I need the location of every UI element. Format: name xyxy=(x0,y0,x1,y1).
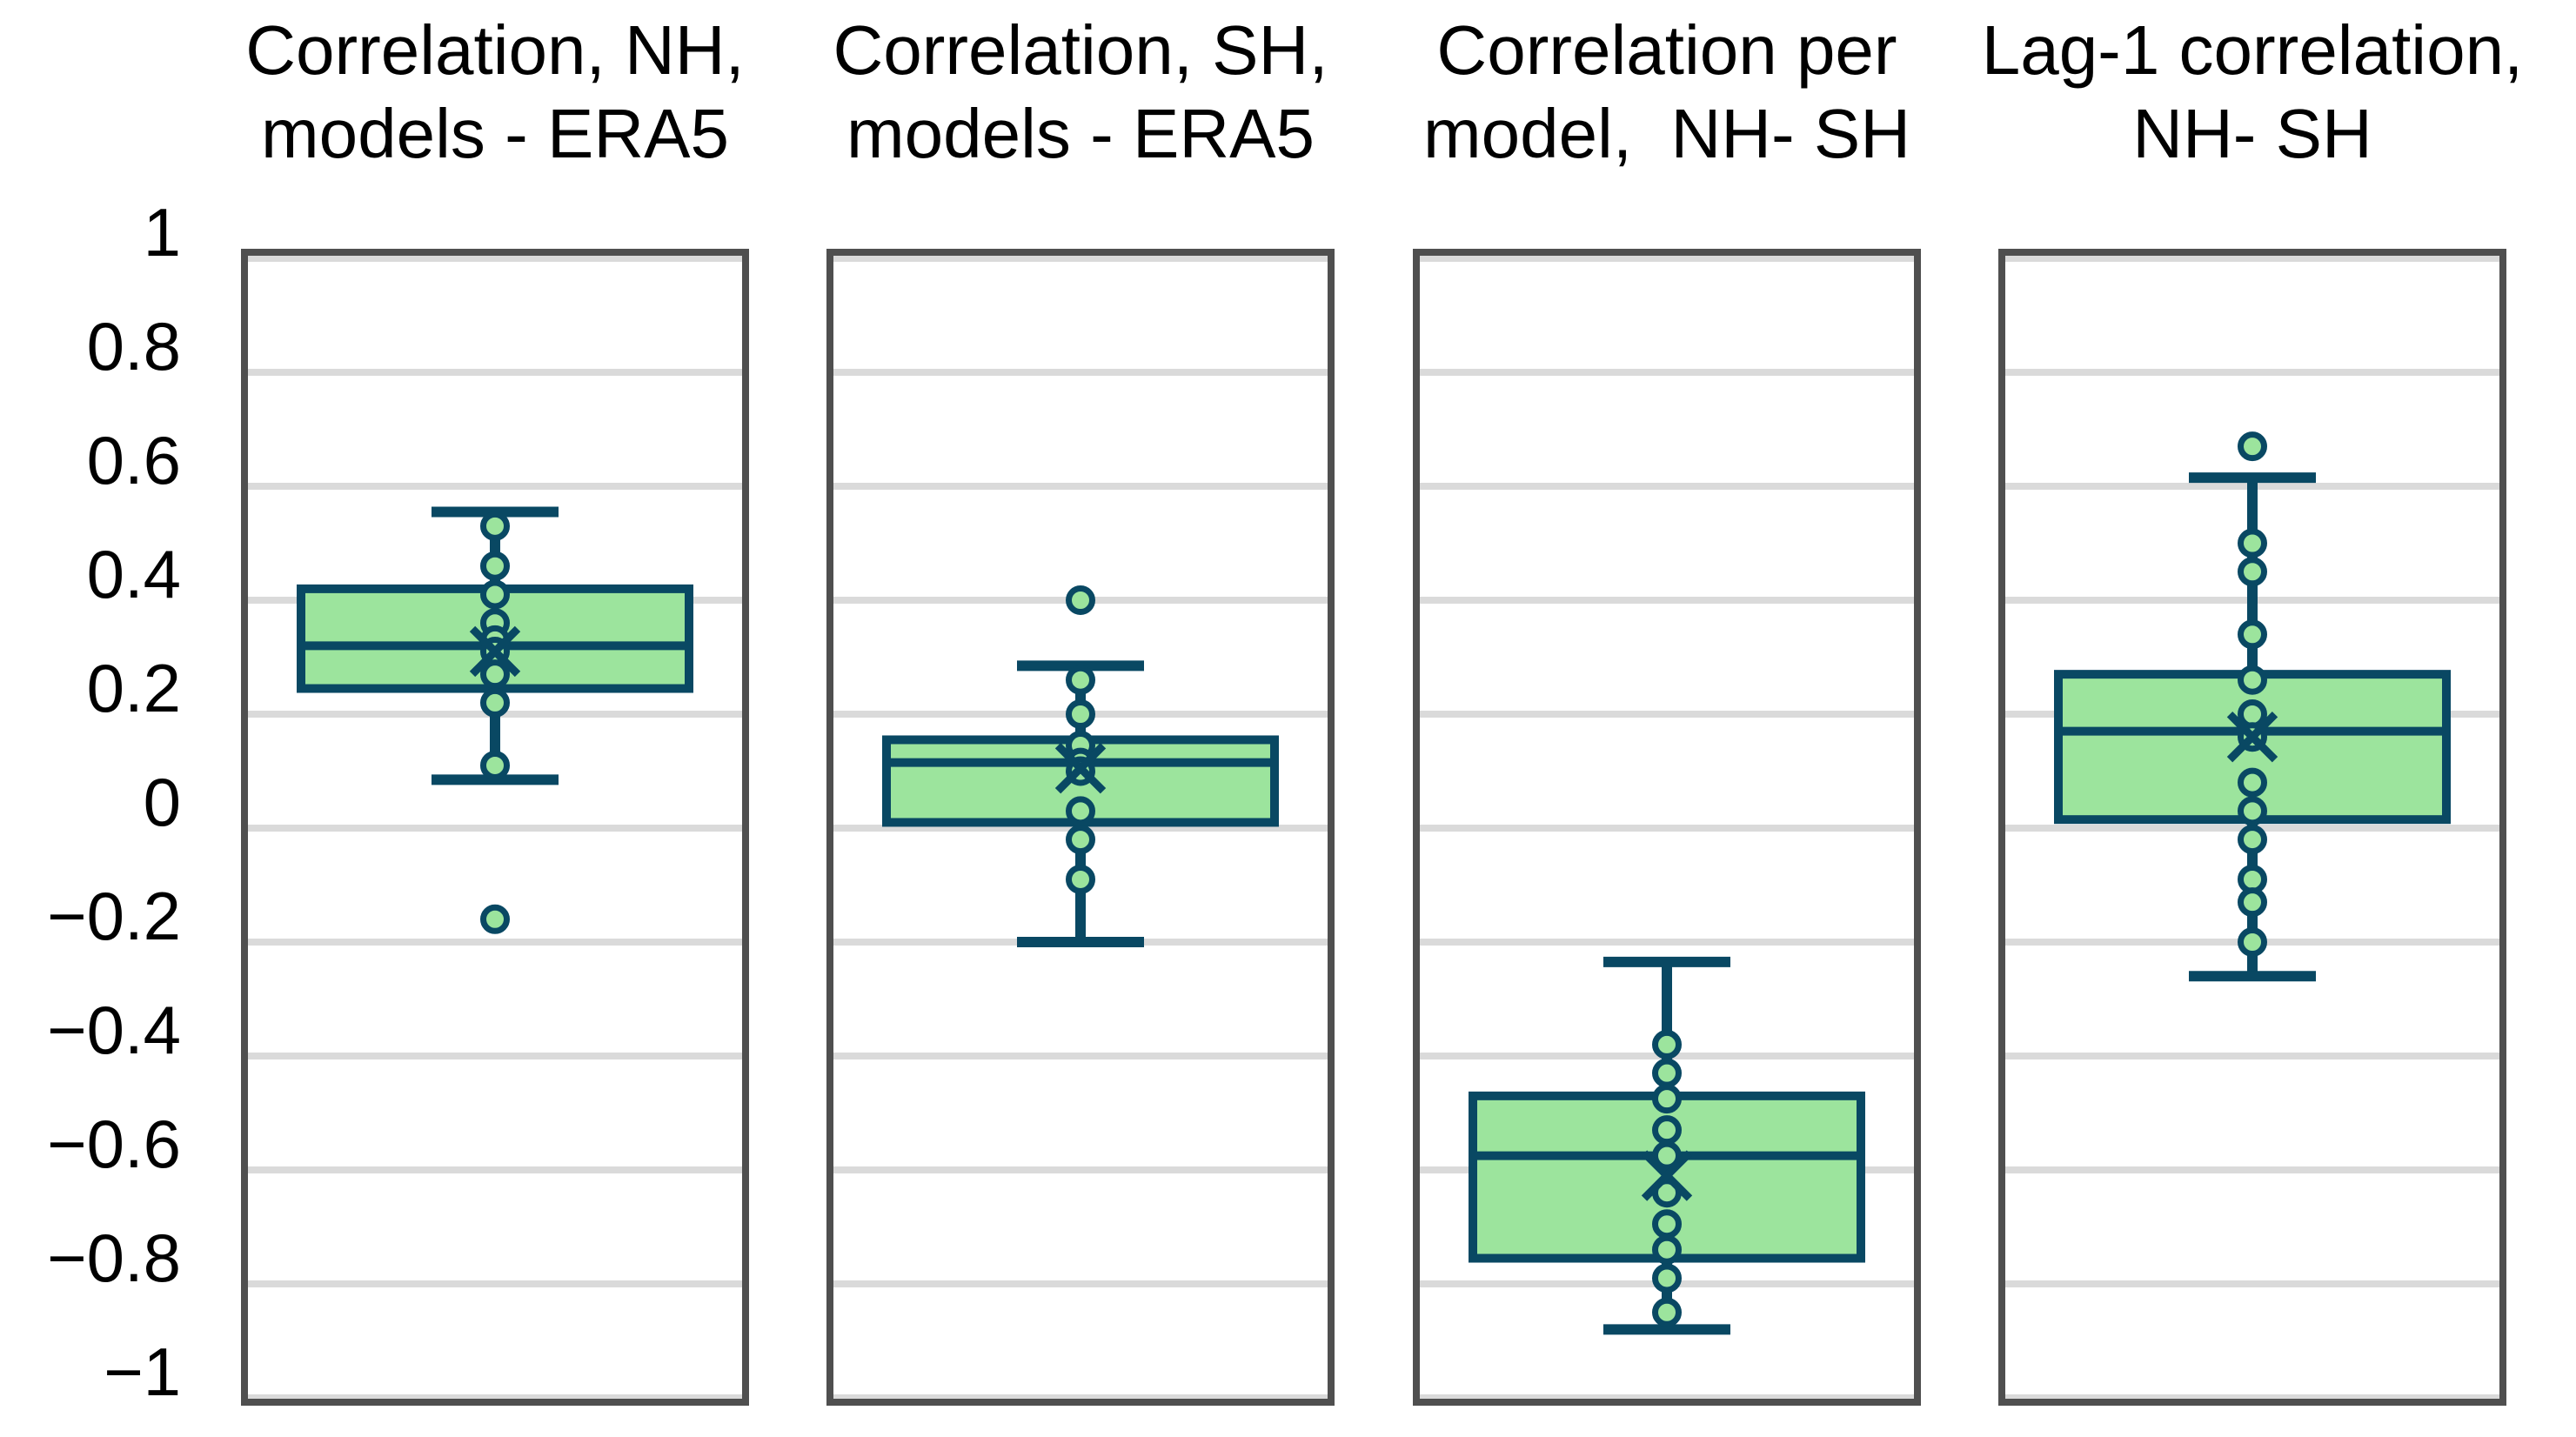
data-point xyxy=(480,511,510,541)
mean-x-stroke xyxy=(2226,712,2278,763)
data-point xyxy=(2238,619,2267,650)
data-point xyxy=(2238,927,2267,957)
data-point xyxy=(2238,557,2267,587)
panel-title-line: NH- SH xyxy=(2132,95,2372,172)
panel-2-title: Correlation, SH, models - ERA5 xyxy=(689,9,1472,176)
boxplot-panel-2 xyxy=(826,249,1335,1406)
mean-x-marker xyxy=(1054,743,1107,794)
panel-title-line: Correlation, NH, xyxy=(245,11,745,89)
y-tick-label: −0.2 xyxy=(47,878,181,954)
data-point xyxy=(1652,1029,1682,1059)
panel-4: Lag-1 correlation, NH- SH xyxy=(1982,0,2523,1437)
data-point xyxy=(1066,864,1095,894)
data-point xyxy=(1652,1209,1682,1240)
data-point xyxy=(1652,1297,1682,1327)
panel-frame xyxy=(1413,249,1921,1406)
y-tick-label: 1 xyxy=(143,194,181,271)
panel-1-title: Correlation, NH, models - ERA5 xyxy=(104,9,887,176)
panel-title-line: models - ERA5 xyxy=(846,95,1315,172)
mean-x-stroke xyxy=(469,625,521,678)
data-point xyxy=(1652,1140,1682,1171)
y-tick-label: 0.4 xyxy=(86,536,181,612)
mean-x-stroke xyxy=(1641,1150,1693,1201)
mean-x-marker xyxy=(1641,1150,1693,1201)
panel-3: Correlation per model, NH- SH xyxy=(1413,0,1921,1437)
mean-x-marker xyxy=(469,625,521,678)
mean-x-marker xyxy=(2226,712,2278,763)
panel-frame xyxy=(1998,249,2506,1406)
data-point xyxy=(1066,699,1095,729)
panel-title-line: model, NH- SH xyxy=(1422,95,1911,172)
data-point xyxy=(2238,431,2267,462)
data-point xyxy=(1652,1084,1682,1114)
panel-title-line: Lag-1 correlation, xyxy=(1981,11,2524,89)
panel-frame xyxy=(241,249,749,1406)
data-point xyxy=(480,551,510,581)
y-tick-label: −0.4 xyxy=(47,992,181,1068)
boxplot-panel-1 xyxy=(241,249,749,1406)
y-tick-label: −1 xyxy=(104,1333,181,1410)
boxplot-panel-4 xyxy=(1998,249,2506,1406)
data-point xyxy=(1652,1263,1682,1293)
data-point xyxy=(480,687,510,718)
data-point xyxy=(480,750,510,780)
data-point xyxy=(2238,825,2267,855)
data-point xyxy=(2238,887,2267,918)
data-point xyxy=(480,659,510,690)
data-point xyxy=(480,904,510,934)
y-tick-label: 0.8 xyxy=(86,308,181,384)
panel-title-line: models - ERA5 xyxy=(261,95,729,172)
data-point xyxy=(480,579,510,610)
y-tick-label: 0.2 xyxy=(86,650,181,726)
data-point xyxy=(1066,796,1095,826)
data-point xyxy=(1652,1234,1682,1265)
y-tick-label: 0 xyxy=(143,764,181,840)
panel-4-title: Lag-1 correlation, NH- SH xyxy=(1861,9,2576,176)
data-point xyxy=(2238,665,2267,695)
panel-title-line: Correlation, SH, xyxy=(833,11,1328,89)
panel-title-line: Correlation per xyxy=(1436,11,1897,89)
data-point xyxy=(2238,528,2267,558)
panel-frame xyxy=(826,249,1335,1406)
y-tick-label: 0.6 xyxy=(86,422,181,498)
data-point xyxy=(1066,825,1095,855)
mean-x-stroke xyxy=(1054,743,1107,794)
data-point xyxy=(1066,665,1095,695)
panel-2: Correlation, SH, models - ERA5 xyxy=(826,0,1335,1437)
data-point xyxy=(1652,1058,1682,1088)
y-tick-label: −0.8 xyxy=(47,1220,181,1296)
data-point xyxy=(2238,767,2267,798)
boxplot-panel-3 xyxy=(1413,249,1921,1406)
y-tick-label: −0.6 xyxy=(47,1106,181,1182)
data-point xyxy=(1652,1115,1682,1146)
data-point xyxy=(2238,796,2267,826)
panel-1: Correlation, NH, models - ERA5 xyxy=(241,0,749,1437)
panel-3-title: Correlation per model, NH- SH xyxy=(1275,9,2058,176)
data-point xyxy=(1066,585,1095,615)
